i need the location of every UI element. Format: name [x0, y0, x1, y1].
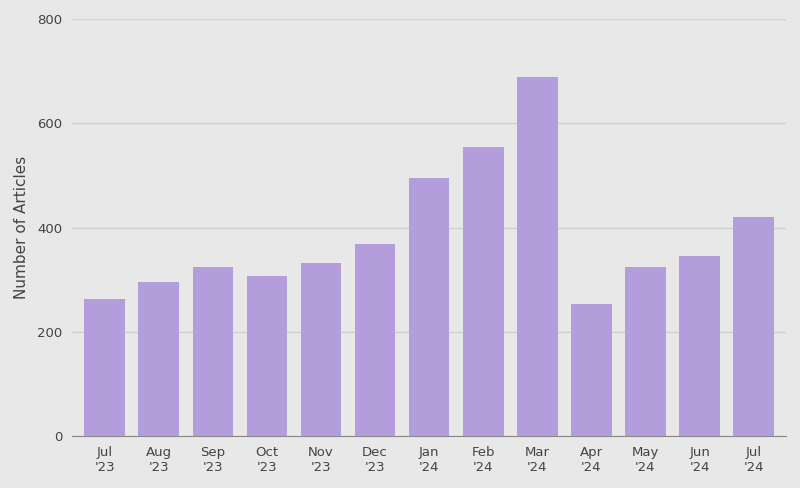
Bar: [626, 267, 666, 436]
Bar: [246, 276, 287, 436]
Bar: [463, 147, 503, 436]
Bar: [409, 178, 450, 436]
Bar: [354, 244, 395, 436]
Bar: [84, 299, 125, 436]
Bar: [571, 305, 612, 436]
Bar: [138, 283, 179, 436]
Bar: [301, 263, 342, 436]
Bar: [517, 77, 558, 436]
Bar: [734, 217, 774, 436]
Y-axis label: Number of Articles: Number of Articles: [14, 156, 29, 299]
Bar: [679, 256, 720, 436]
Bar: [193, 267, 233, 436]
